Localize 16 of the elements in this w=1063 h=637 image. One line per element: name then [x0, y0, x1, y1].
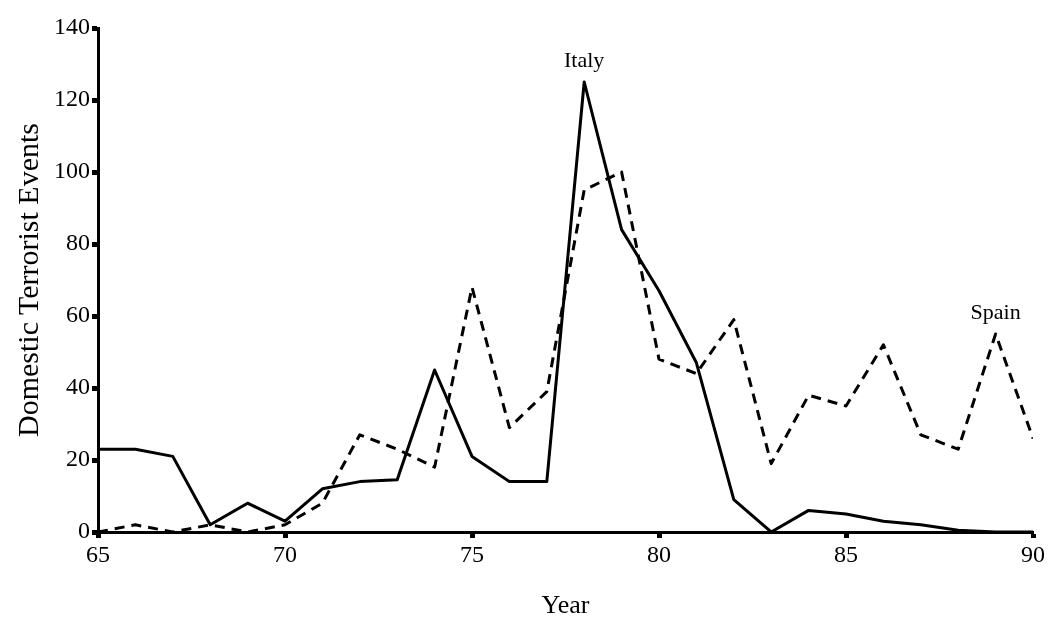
- y-tick-label: 140: [54, 13, 90, 40]
- x-tick-label: 90: [1021, 540, 1045, 567]
- x-tick-label: 70: [273, 540, 297, 567]
- y-tick-label: 80: [66, 229, 90, 256]
- y-tick-label: 100: [54, 157, 90, 184]
- y-tick-label: 40: [66, 373, 90, 400]
- x-axis-title: Year: [541, 590, 590, 620]
- series-label: Italy: [564, 46, 605, 72]
- x-tick-label: 75: [460, 540, 484, 567]
- y-tick-label: 60: [66, 301, 90, 328]
- x-tick-label: 80: [647, 540, 671, 567]
- x-tick-label: 85: [834, 540, 858, 567]
- y-tick-label: 20: [66, 445, 90, 472]
- y-tick-label: 120: [54, 85, 90, 112]
- y-axis-title: Domestic Terrorist Events: [10, 123, 44, 437]
- series-label: Spain: [970, 298, 1021, 324]
